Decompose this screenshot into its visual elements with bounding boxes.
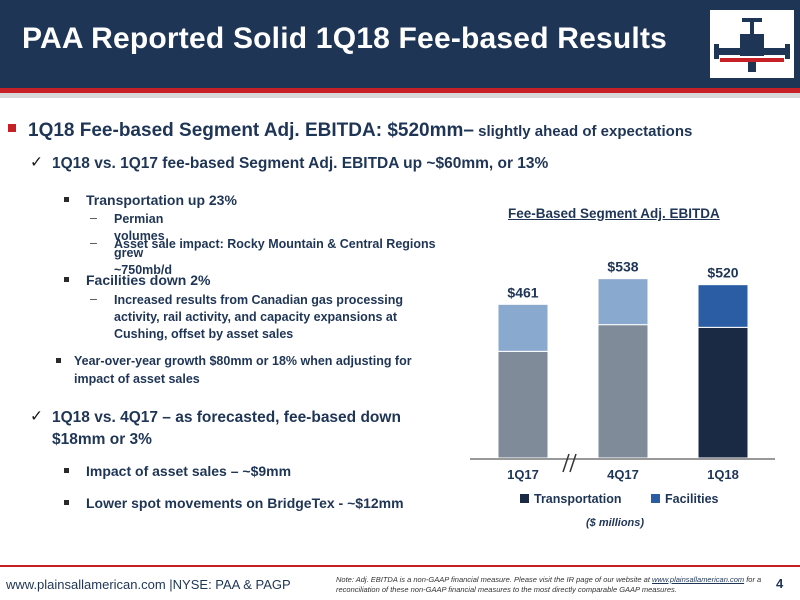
footer-note-suffix: for a reconciliation of these non-GAAP f… — [336, 575, 762, 594]
header-grey-stripe — [0, 93, 800, 98]
bar-transportation-1q17 — [497, 350, 549, 459]
legend-swatch-facilities — [651, 494, 660, 503]
page-number: 4 — [776, 576, 784, 591]
company-logo — [710, 10, 794, 78]
category-label-1q18: 1Q18 — [707, 467, 739, 482]
page-title: PAA Reported Solid 1Q18 Fee-based Result… — [22, 22, 668, 55]
bar-facilities-1q18 — [697, 284, 749, 328]
check-item-text-line2: $18mm or 3% — [52, 431, 152, 448]
checkmark-icon: ✓ — [30, 154, 43, 171]
check-item-text: 1Q18 vs. 4Q17 – as forecasted, fee-based… — [52, 409, 401, 426]
legend-label-transportation: Transportation — [534, 492, 622, 506]
facilities-sub-1-text: Increased results from Canadian gas proc… — [114, 293, 403, 341]
legend-item-transportation: Transportation — [520, 492, 622, 506]
footer-note-prefix: Note: Adj. EBITDA is a non-GAAP financia… — [336, 575, 652, 584]
chart-title: Fee-Based Segment Adj. EBITDA — [508, 206, 720, 221]
footer-note-link[interactable]: www.plainsallamerican.com — [652, 575, 745, 584]
ebitda-stacked-bar-chart: $461 1Q17 $538 4Q17 $520 1Q18 — [470, 259, 775, 482]
category-label-4q17: 4Q17 — [607, 467, 639, 482]
square-bullet-icon — [56, 358, 61, 363]
footer-ticker: NYSE: PAA & PAGP — [172, 577, 291, 592]
axis-break-mark-2 — [569, 453, 577, 473]
total-label-4q17: $538 — [607, 259, 638, 275]
footer-website-link[interactable]: www.plainsallamerican.com — [6, 577, 166, 592]
red-square-bullet-icon — [8, 124, 16, 132]
footer-divider — [0, 565, 800, 567]
checkmark-icon: ✓ — [30, 408, 43, 425]
dash-bullet-icon: – — [90, 236, 97, 250]
bar-facilities-4q17 — [597, 278, 649, 326]
square-bullet-icon — [64, 197, 69, 202]
total-label-1q17: $461 — [507, 284, 538, 300]
chart-legend: Transportation Facilities — [520, 492, 745, 506]
header-red-stripe — [0, 88, 800, 93]
valve-icon — [714, 18, 790, 72]
dash-bullet-icon: – — [90, 292, 97, 306]
qoq-bullet-1-text: Impact of asset sales – ~$9mm — [86, 463, 292, 479]
bar-transportation-1q18 — [697, 326, 749, 459]
axis-break-mark-1 — [562, 453, 570, 473]
yoy-note-text: Year-over-year growth $80mm or 18% when … — [74, 354, 412, 386]
footer-site: www.plainsallamerican.com |NYSE: PAA & P… — [6, 577, 291, 592]
check-item-text: 1Q18 vs. 1Q17 fee-based Segment Adj. EBI… — [52, 155, 549, 172]
facilities-label: Facilities down 2% — [86, 272, 211, 288]
footer-note: Note: Adj. EBITDA is a non-GAAP financia… — [336, 575, 766, 595]
bar-transportation-4q17 — [597, 324, 649, 459]
legend-swatch-transportation — [520, 494, 529, 503]
total-label-1q18: $520 — [707, 265, 738, 281]
square-bullet-icon — [64, 468, 69, 473]
chart-units-label: ($ millions) — [586, 517, 645, 529]
title-bar: PAA Reported Solid 1Q18 Fee-based Result… — [0, 0, 800, 88]
main-bullet-text: 1Q18 Fee-based Segment Adj. EBITDA: $520… — [28, 120, 474, 141]
bar-facilities-1q17 — [497, 303, 549, 352]
category-label-1q17: 1Q17 — [507, 467, 539, 482]
dash-bullet-icon: – — [90, 211, 97, 225]
transport-sub-2-text: Asset sale impact: Rocky Mountain & Cent… — [114, 237, 436, 251]
square-bullet-icon — [64, 500, 69, 505]
legend-label-facilities: Facilities — [665, 492, 719, 506]
transport-sub-1-text: Permian volumes grew ~750mb/d — [114, 212, 173, 277]
square-bullet-icon — [64, 277, 69, 282]
main-bullet: 1Q18 Fee-based Segment Adj. EBITDA: $520… — [8, 120, 692, 142]
transport-label: Transportation up 23% — [86, 192, 237, 208]
qoq-bullet-2-text: Lower spot movements on BridgeTex - ~$12… — [86, 495, 404, 511]
legend-item-facilities: Facilities — [651, 492, 719, 506]
main-bullet-suffix: slightly ahead of expectations — [473, 123, 693, 140]
